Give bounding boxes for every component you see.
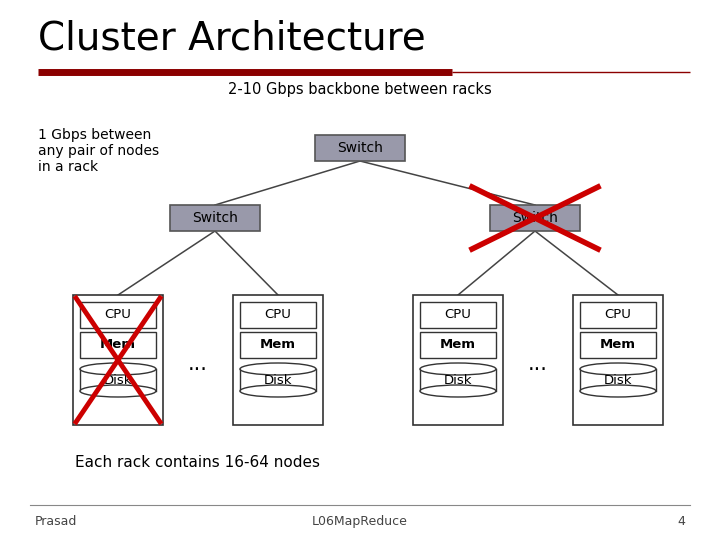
Text: ...: ...: [188, 354, 208, 374]
Bar: [170, 205, 260, 231]
Text: Cluster Architecture: Cluster Architecture: [38, 20, 426, 58]
Text: 1 Gbps between
any pair of nodes
in a rack: 1 Gbps between any pair of nodes in a ra…: [38, 128, 159, 174]
Bar: [420, 332, 496, 358]
Text: 2-10 Gbps backbone between racks: 2-10 Gbps backbone between racks: [228, 82, 492, 97]
Text: Disk: Disk: [444, 374, 472, 387]
Text: Mem: Mem: [260, 339, 296, 352]
Text: CPU: CPU: [104, 308, 132, 321]
Ellipse shape: [580, 363, 656, 375]
Bar: [490, 205, 580, 231]
Bar: [573, 295, 663, 425]
Text: CPU: CPU: [605, 308, 631, 321]
Text: Disk: Disk: [264, 374, 292, 387]
Text: Mem: Mem: [440, 339, 476, 352]
Text: L06MapReduce: L06MapReduce: [312, 515, 408, 528]
Text: Mem: Mem: [100, 339, 136, 352]
Text: ...: ...: [528, 354, 548, 374]
Text: 4: 4: [677, 515, 685, 528]
Text: Switch: Switch: [192, 211, 238, 225]
Text: CPU: CPU: [264, 308, 292, 321]
Text: Each rack contains 16-64 nodes: Each rack contains 16-64 nodes: [75, 455, 320, 470]
Bar: [240, 332, 316, 358]
Bar: [73, 295, 163, 425]
Bar: [233, 295, 323, 425]
Bar: [420, 302, 496, 328]
Ellipse shape: [420, 363, 496, 375]
Bar: [80, 369, 156, 391]
Bar: [580, 302, 656, 328]
Ellipse shape: [80, 363, 156, 375]
Bar: [580, 332, 656, 358]
Ellipse shape: [580, 385, 656, 397]
Ellipse shape: [240, 385, 316, 397]
Text: Switch: Switch: [512, 211, 558, 225]
Bar: [420, 369, 496, 391]
Ellipse shape: [240, 363, 316, 375]
Text: CPU: CPU: [444, 308, 472, 321]
Text: Switch: Switch: [337, 141, 383, 155]
Bar: [413, 295, 503, 425]
Text: Mem: Mem: [600, 339, 636, 352]
Bar: [80, 302, 156, 328]
Text: Disk: Disk: [104, 374, 132, 387]
Ellipse shape: [80, 385, 156, 397]
Text: Prasad: Prasad: [35, 515, 77, 528]
Bar: [240, 302, 316, 328]
Ellipse shape: [420, 385, 496, 397]
Bar: [315, 135, 405, 161]
Bar: [240, 369, 316, 391]
Bar: [80, 332, 156, 358]
Text: Disk: Disk: [604, 374, 632, 387]
Bar: [580, 369, 656, 391]
